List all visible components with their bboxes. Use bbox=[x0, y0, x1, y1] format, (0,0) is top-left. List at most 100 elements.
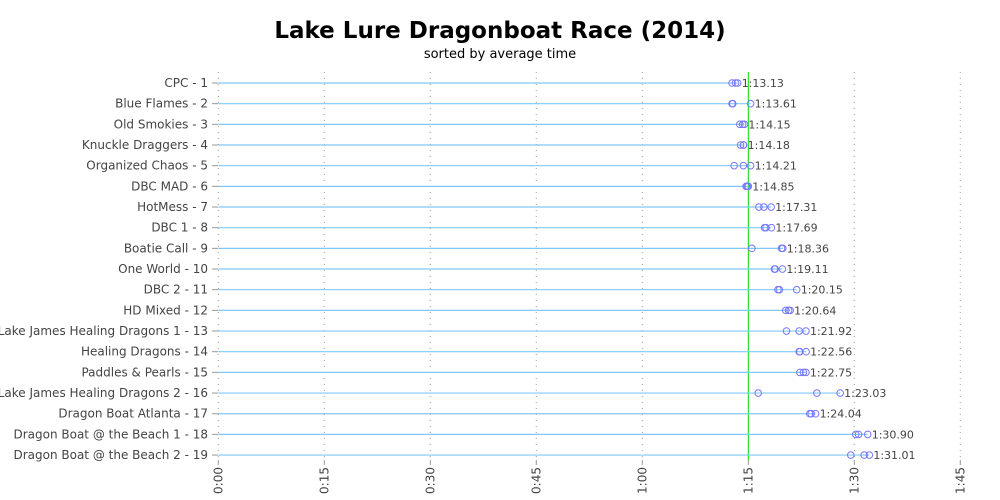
race-time-marker bbox=[767, 223, 776, 232]
race-time-marker bbox=[863, 430, 872, 439]
team-label: Dragon Boat Atlanta - 17 bbox=[58, 407, 208, 421]
team-row: Boatie Call - 9 1:18.36 bbox=[124, 241, 829, 255]
race-time-marker bbox=[865, 451, 874, 459]
race-time-marker bbox=[728, 99, 737, 108]
team-label: One World - 10 bbox=[118, 262, 208, 276]
chart-subtitle: sorted by average time bbox=[424, 47, 576, 62]
team-label: Lake James Healing Dragons 2 - 16 bbox=[0, 386, 208, 400]
x-tick-label: 0:45 bbox=[529, 467, 543, 494]
race-time-marker bbox=[744, 182, 753, 191]
race-time-marker bbox=[739, 161, 748, 170]
team-label: CPC - 1 bbox=[164, 76, 208, 90]
race-time-marker bbox=[736, 141, 745, 149]
team-row: HD Mixed - 12 1:20.64 bbox=[123, 303, 836, 317]
race-time-marker bbox=[740, 120, 749, 129]
x-tick-label: 0:15 bbox=[317, 467, 331, 494]
race-time-marker bbox=[802, 327, 810, 335]
race-time-marker bbox=[767, 203, 775, 211]
race-time-marker bbox=[799, 368, 808, 377]
team-label: DBC 2 - 11 bbox=[144, 283, 208, 297]
rows: CPC - 1 1:13.13 Blue Flames - 2 1:13.61 Old … bbox=[0, 76, 916, 462]
race-time-marker bbox=[771, 265, 779, 273]
average-time-label: 1:18.36 bbox=[787, 242, 829, 255]
team-label: Organized Chaos - 5 bbox=[86, 159, 208, 173]
average-time-label: 1:31.01 bbox=[873, 449, 915, 462]
average-time-label: 1:14.15 bbox=[748, 118, 790, 131]
chart-title: Lake Lure Dragonboat Race (2014) bbox=[274, 18, 725, 44]
race-time-marker bbox=[836, 389, 844, 397]
team-label: Blue Flames - 2 bbox=[115, 97, 208, 111]
average-time-label: 1:24.04 bbox=[820, 408, 862, 421]
grid bbox=[217, 72, 961, 460]
team-row: Old Smokies - 3 1:14.15 bbox=[114, 117, 791, 131]
race-time-marker bbox=[760, 203, 768, 211]
team-row: Blue Flames - 2 1:13.61 bbox=[115, 97, 797, 111]
race-time-marker bbox=[778, 265, 787, 273]
race-time-marker bbox=[736, 120, 744, 129]
team-label: DBC 1 - 8 bbox=[151, 221, 208, 235]
race-time-marker bbox=[731, 79, 740, 87]
team-label: DBC MAD - 6 bbox=[131, 179, 208, 193]
average-time-label: 1:22.56 bbox=[810, 346, 852, 359]
race-time-marker bbox=[860, 451, 868, 459]
race-time-marker bbox=[811, 409, 820, 418]
race-time-marker bbox=[792, 285, 801, 294]
team-label: Knuckle Draggers - 4 bbox=[82, 138, 208, 152]
average-time-label: 1:23.03 bbox=[844, 387, 886, 400]
race-time-marker bbox=[796, 368, 804, 377]
average-time-label: 1:21.92 bbox=[810, 325, 852, 338]
average-time-label: 1:22.75 bbox=[810, 366, 852, 379]
race-time-marker bbox=[778, 244, 787, 253]
race-time-marker bbox=[854, 430, 863, 439]
race-time-marker bbox=[730, 161, 738, 170]
team-label: Lake James Healing Dragons 1 - 13 bbox=[0, 324, 208, 338]
team-label: HotMess - 7 bbox=[137, 200, 208, 214]
team-label: Old Smokies - 3 bbox=[114, 117, 208, 131]
average-time-label: 1:14.85 bbox=[752, 180, 794, 193]
race-time-marker bbox=[782, 327, 791, 335]
team-label: Dragon Boat @ the Beach 2 - 19 bbox=[13, 448, 208, 462]
team-row: Dragon Boat Atlanta - 17 1:24.04 bbox=[58, 407, 861, 421]
average-time-label: 1:17.31 bbox=[775, 201, 817, 214]
team-row: DBC MAD - 6 1:14.85 bbox=[131, 179, 794, 193]
team-label: Dragon Boat @ the Beach 1 - 18 bbox=[13, 427, 208, 441]
team-row: Knuckle Draggers - 4 1:14.18 bbox=[82, 138, 790, 152]
race-time-marker bbox=[807, 409, 815, 418]
average-time-label: 1:13.13 bbox=[742, 77, 784, 90]
average-time-label: 1:14.18 bbox=[748, 139, 790, 152]
race-time-marker bbox=[748, 244, 756, 253]
average-time-label: 1:20.15 bbox=[801, 284, 843, 297]
x-tick-label: 1:00 bbox=[635, 467, 649, 494]
race-time-marker bbox=[802, 347, 810, 356]
team-row: Lake James Healing Dragons 1 - 13 1:21.92 bbox=[0, 324, 852, 338]
team-row: One World - 10 1:19.11 bbox=[118, 262, 829, 276]
x-tick-label: 0:00 bbox=[211, 467, 225, 494]
x-tick-label: 1:30 bbox=[847, 467, 861, 494]
team-row: Dragon Boat @ the Beach 2 - 19 1:31.01 bbox=[13, 448, 915, 462]
race-time-marker bbox=[754, 389, 762, 397]
team-row: Dragon Boat @ the Beach 1 - 18 1:30.90 bbox=[13, 427, 913, 441]
team-row: HotMess - 7 1:17.31 bbox=[137, 200, 817, 214]
team-label: Boatie Call - 9 bbox=[124, 241, 208, 255]
average-time-label: 1:30.90 bbox=[872, 428, 914, 441]
average-time-label: 1:14.21 bbox=[755, 160, 797, 173]
race-time-marker bbox=[739, 141, 748, 149]
team-row: Lake James Healing Dragons 2 - 16 1:23.03 bbox=[0, 386, 886, 400]
x-tick-label: 1:15 bbox=[741, 467, 755, 494]
team-row: Organized Chaos - 5 1:14.21 bbox=[86, 159, 797, 173]
race-time-marker bbox=[851, 430, 860, 439]
race-time-marker bbox=[846, 451, 855, 459]
team-row: Paddles & Pearls - 15 1:22.75 bbox=[81, 365, 852, 379]
race-time-marker bbox=[775, 285, 784, 294]
race-time-marker bbox=[802, 368, 810, 377]
race-time-marker bbox=[728, 79, 736, 87]
team-row: CPC - 1 1:13.13 bbox=[164, 76, 783, 90]
team-row: DBC 1 - 8 1:17.69 bbox=[151, 221, 817, 235]
race-time-marker bbox=[762, 223, 770, 232]
x-axis: 0:00 0:15 0:30 0:45 1:00 1:15 1:30 1:45 bbox=[211, 460, 967, 494]
team-label: Healing Dragons - 14 bbox=[81, 345, 208, 359]
team-label: Paddles & Pearls - 15 bbox=[81, 365, 208, 379]
race-time-marker bbox=[813, 389, 821, 397]
race-time-marker bbox=[781, 306, 790, 315]
